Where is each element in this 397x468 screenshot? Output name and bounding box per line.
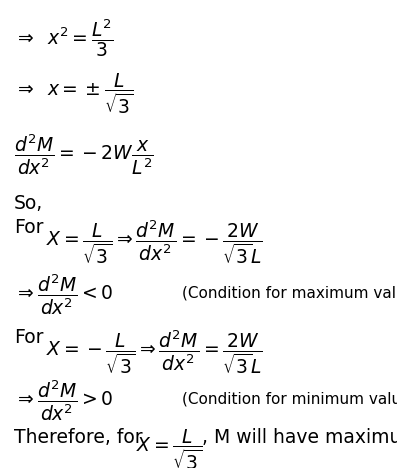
Text: $\Rightarrow\dfrac{d^2M}{dx^2} < 0$: $\Rightarrow\dfrac{d^2M}{dx^2} < 0$ bbox=[14, 272, 114, 317]
Text: $\Rightarrow\dfrac{d^2M}{dx^2} > 0$: $\Rightarrow\dfrac{d^2M}{dx^2} > 0$ bbox=[14, 378, 114, 423]
Text: $\Rightarrow\;\; x^2 = \dfrac{L^2}{3}$: $\Rightarrow\;\; x^2 = \dfrac{L^2}{3}$ bbox=[14, 18, 114, 59]
Text: $X = \dfrac{L}{\sqrt{3}}$: $X = \dfrac{L}{\sqrt{3}}$ bbox=[136, 428, 202, 468]
Text: $X = -\dfrac{L}{\sqrt{3}} \Rightarrow \dfrac{d^2M}{dx^2} = \dfrac{2W}{\sqrt{3}L}: $X = -\dfrac{L}{\sqrt{3}} \Rightarrow \d… bbox=[46, 328, 262, 376]
Text: (Condition for maximum value): (Condition for maximum value) bbox=[182, 285, 397, 300]
Text: For: For bbox=[14, 218, 44, 237]
Text: For: For bbox=[14, 328, 44, 347]
Text: Therefore, for: Therefore, for bbox=[14, 428, 143, 447]
Text: , M will have maximum value.: , M will have maximum value. bbox=[202, 428, 397, 447]
Text: So,: So, bbox=[14, 194, 43, 213]
Text: $X = \dfrac{L}{\sqrt{3}} \Rightarrow \dfrac{d^2M}{dx^2} = -\dfrac{2W}{\sqrt{3}L}: $X = \dfrac{L}{\sqrt{3}} \Rightarrow \df… bbox=[46, 218, 262, 265]
Text: (Condition for minimum value): (Condition for minimum value) bbox=[182, 392, 397, 407]
Text: $\dfrac{d^2M}{dx^2} = -2W\dfrac{x}{L^2}$: $\dfrac{d^2M}{dx^2} = -2W\dfrac{x}{L^2}$ bbox=[14, 132, 154, 177]
Text: $\Rightarrow\;\; x = \pm\dfrac{L}{\sqrt{3}}$: $\Rightarrow\;\; x = \pm\dfrac{L}{\sqrt{… bbox=[14, 72, 134, 116]
